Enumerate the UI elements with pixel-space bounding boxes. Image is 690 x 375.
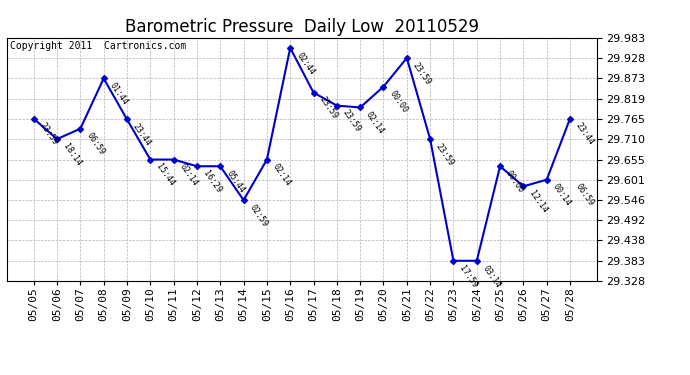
Text: 02:14: 02:14 bbox=[271, 162, 293, 188]
Text: 00:00: 00:00 bbox=[504, 169, 526, 195]
Text: 16:29: 16:29 bbox=[201, 169, 223, 195]
Text: 00:00: 00:00 bbox=[388, 89, 409, 115]
Text: 23:59: 23:59 bbox=[38, 122, 59, 147]
Text: 02:59: 02:59 bbox=[248, 203, 270, 228]
Text: 03:14: 03:14 bbox=[481, 264, 502, 289]
Text: 23:59: 23:59 bbox=[411, 61, 433, 86]
Text: 02:14: 02:14 bbox=[364, 110, 386, 136]
Text: 23:59: 23:59 bbox=[317, 95, 339, 121]
Text: 23:44: 23:44 bbox=[574, 122, 596, 147]
Text: 06:59: 06:59 bbox=[84, 132, 106, 157]
Text: 23:59: 23:59 bbox=[341, 108, 363, 134]
Text: 00:14: 00:14 bbox=[551, 182, 573, 208]
Text: 01:44: 01:44 bbox=[108, 81, 130, 107]
Text: 17:59: 17:59 bbox=[457, 264, 480, 289]
Text: 23:44: 23:44 bbox=[131, 122, 153, 148]
Text: 06:59: 06:59 bbox=[574, 182, 596, 208]
Text: Copyright 2011  Cartronics.com: Copyright 2011 Cartronics.com bbox=[10, 41, 186, 51]
Text: 02:14: 02:14 bbox=[178, 162, 199, 188]
Text: 15:44: 15:44 bbox=[155, 162, 176, 188]
Text: 05:44: 05:44 bbox=[224, 169, 246, 195]
Text: 02:44: 02:44 bbox=[295, 51, 316, 76]
Text: 18:14: 18:14 bbox=[61, 142, 83, 168]
Text: 23:59: 23:59 bbox=[434, 142, 456, 168]
Title: Barometric Pressure  Daily Low  20110529: Barometric Pressure Daily Low 20110529 bbox=[125, 18, 479, 36]
Text: 12:14: 12:14 bbox=[528, 189, 549, 215]
